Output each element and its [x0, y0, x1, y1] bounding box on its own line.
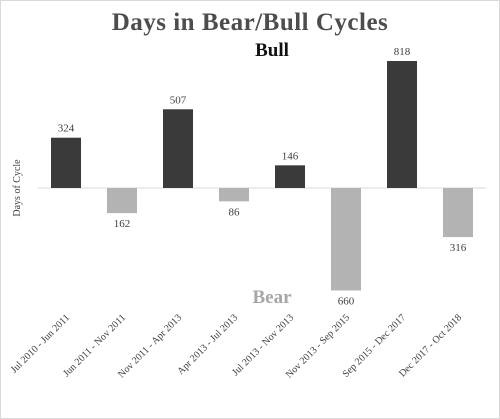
bear-bar-8: [443, 188, 473, 238]
bull-bar-5: [275, 165, 305, 188]
bull-bar-3: [163, 109, 193, 188]
x-tick-label-8: Dec 2017 - Oct 2018: [397, 312, 464, 379]
x-tick-label-3: Nov 2011 - Apr 2013: [116, 312, 184, 380]
x-tick-label-1: Jul 2010 - Jun 2011: [9, 312, 72, 375]
bull-annotation: Bull: [255, 40, 289, 61]
value-label-2: 162: [114, 218, 131, 230]
bear-bar-2: [107, 188, 137, 214]
value-label-3: 507: [170, 94, 187, 106]
value-label-6: 660: [338, 295, 355, 307]
x-tick-label-5: Jul 2013 - Nov 2013: [230, 312, 296, 378]
y-axis-label: Days of Cycle: [12, 159, 23, 217]
bear-annotation: Bear: [252, 287, 292, 308]
value-label-1: 324: [58, 123, 75, 135]
bear-bar-6: [331, 188, 361, 291]
value-label-5: 146: [282, 150, 299, 162]
value-label-7: 818: [394, 46, 411, 58]
bull-bar-7: [387, 61, 417, 188]
bear-bar-4: [219, 188, 249, 202]
x-tick-label-4: Apr 2013 - Jul 2013: [175, 312, 240, 377]
value-label-4: 86: [229, 206, 241, 218]
chart-title: Days in Bear/Bull Cycles: [112, 9, 389, 36]
bull-bar-1: [51, 137, 81, 188]
bars-group: [51, 61, 473, 291]
value-label-8: 316: [450, 242, 467, 254]
value-labels-group: 324 162 507 86 146 660 818 316: [58, 46, 467, 307]
